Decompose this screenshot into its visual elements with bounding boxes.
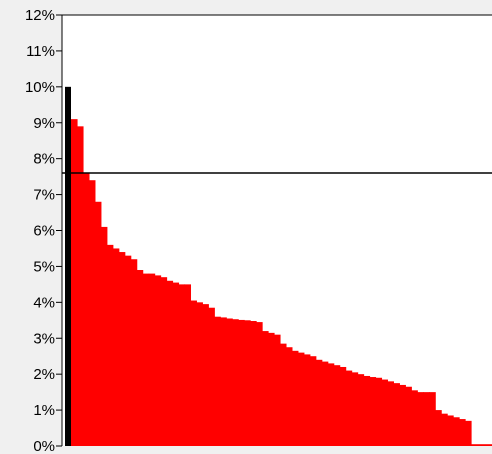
bar bbox=[399, 384, 406, 446]
bar bbox=[321, 361, 329, 446]
bar bbox=[423, 392, 430, 446]
y-tick-label: 0% bbox=[33, 438, 55, 454]
bar bbox=[268, 332, 275, 446]
bar bbox=[339, 366, 347, 446]
bar bbox=[369, 377, 377, 446]
bar bbox=[309, 356, 317, 446]
y-tick-label: 3% bbox=[33, 330, 55, 347]
y-tick-label: 10% bbox=[25, 79, 55, 96]
y-tick-label: 8% bbox=[33, 151, 55, 168]
bar bbox=[184, 284, 192, 446]
bar bbox=[154, 275, 162, 446]
bar bbox=[136, 270, 144, 446]
bar bbox=[465, 420, 472, 446]
bar bbox=[82, 173, 90, 447]
bar bbox=[441, 413, 448, 446]
bar bbox=[333, 365, 341, 446]
bar bbox=[375, 377, 383, 446]
bars-layer bbox=[65, 86, 492, 447]
bar bbox=[435, 410, 442, 446]
bar bbox=[142, 273, 150, 446]
bar bbox=[100, 226, 108, 446]
y-tick-label: 7% bbox=[33, 187, 55, 204]
bar bbox=[196, 302, 203, 446]
bar bbox=[393, 383, 400, 446]
bar bbox=[208, 307, 215, 446]
y-tick-label: 9% bbox=[33, 115, 55, 132]
bar bbox=[285, 347, 293, 446]
bar bbox=[232, 319, 239, 446]
bar bbox=[345, 370, 353, 446]
y-tick-label: 12% bbox=[25, 7, 55, 24]
y-tick-label: 6% bbox=[33, 223, 55, 240]
bar bbox=[214, 316, 221, 446]
bar bbox=[262, 331, 269, 446]
bar bbox=[315, 359, 323, 446]
bar bbox=[279, 343, 287, 446]
bar bbox=[387, 381, 394, 446]
highlight-bar bbox=[65, 86, 71, 446]
bar bbox=[244, 320, 251, 446]
bar bbox=[405, 386, 412, 446]
bar bbox=[106, 244, 114, 446]
bar bbox=[178, 284, 186, 446]
bar bbox=[220, 317, 227, 446]
bar bbox=[471, 444, 492, 446]
bar bbox=[447, 415, 454, 446]
bar bbox=[71, 119, 78, 447]
y-ticks-layer: 0% 1% 2% 3% 4% 5% 6% 7% 8% 9% 10% 11% 12% bbox=[25, 7, 62, 454]
y-tick-label: 2% bbox=[33, 366, 55, 383]
bar bbox=[238, 319, 245, 446]
bar bbox=[124, 255, 132, 446]
bar bbox=[172, 282, 180, 446]
bar bbox=[88, 180, 96, 446]
bar bbox=[160, 277, 168, 446]
bar bbox=[130, 259, 138, 446]
y-tick-label: 5% bbox=[33, 258, 55, 275]
bar bbox=[273, 334, 281, 446]
bar bbox=[459, 419, 466, 446]
bar bbox=[327, 363, 335, 446]
bar bbox=[351, 372, 359, 446]
bar bbox=[202, 304, 209, 446]
bar bbox=[250, 321, 257, 446]
bar bbox=[226, 318, 233, 446]
bar bbox=[357, 374, 365, 446]
bar bbox=[256, 322, 263, 446]
bar bbox=[190, 300, 197, 446]
bar bbox=[381, 379, 389, 446]
bar bbox=[297, 352, 305, 446]
bar bbox=[94, 201, 102, 446]
y-tick-label: 1% bbox=[33, 402, 55, 419]
bar bbox=[411, 390, 418, 446]
y-tick-label: 11% bbox=[26, 43, 55, 60]
bar bbox=[453, 417, 460, 446]
bar bbox=[166, 280, 174, 446]
bar bbox=[118, 252, 126, 446]
bar bbox=[417, 392, 424, 446]
bar bbox=[76, 126, 84, 446]
bar bbox=[112, 248, 120, 446]
bar bbox=[291, 350, 299, 446]
bar bbox=[363, 375, 371, 446]
bar bbox=[148, 273, 156, 446]
y-tick-label: 4% bbox=[33, 294, 55, 311]
bar bbox=[303, 354, 311, 446]
bar bbox=[429, 392, 436, 446]
